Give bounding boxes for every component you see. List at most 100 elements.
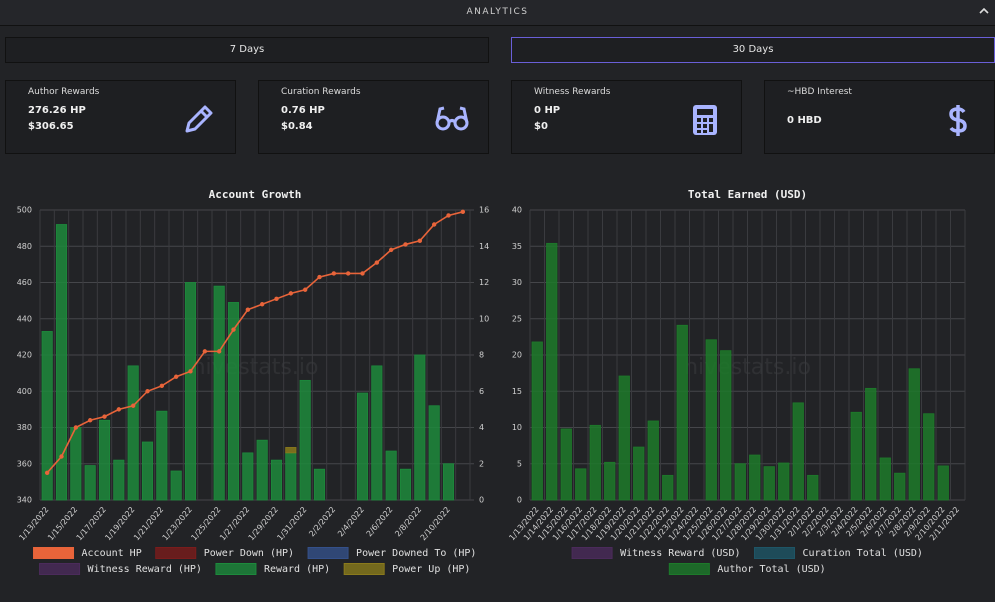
reward-card: Witness Rewards 0 HP $0: [511, 80, 742, 154]
header-bar: ANALYTICS: [0, 0, 995, 26]
legend-label: Reward (HP): [264, 564, 330, 575]
y2-tick-label: 6: [479, 387, 484, 396]
bar: [778, 462, 790, 501]
bar: [763, 466, 775, 501]
legend-label: Power Up (HP): [392, 564, 470, 575]
bar: [270, 459, 283, 501]
point: [388, 247, 394, 253]
point: [188, 369, 193, 374]
range-button[interactable]: 7 Days: [5, 37, 489, 63]
point: [360, 271, 365, 276]
card-title: Curation Rewards: [281, 87, 361, 97]
point: [173, 374, 179, 379]
bar: [647, 420, 659, 501]
collapse-icon[interactable]: [979, 7, 989, 15]
y-tick-label: 360: [17, 459, 32, 468]
bar: [705, 339, 717, 501]
bar: [371, 365, 383, 501]
point: [116, 407, 122, 412]
point: [317, 274, 322, 280]
bar: [428, 405, 440, 501]
card-title: ~HBD Interest: [787, 87, 852, 97]
y2-tick-label: 12: [479, 278, 489, 287]
y-tick-label: 0: [517, 496, 522, 505]
card-value: $0.84: [281, 121, 313, 132]
point: [245, 307, 251, 312]
point: [331, 271, 337, 276]
bar: [676, 324, 688, 501]
y-tick-label: 5: [517, 459, 522, 468]
bar: [618, 375, 630, 501]
card-icon: [949, 105, 967, 136]
y2-tick-label: 2: [479, 459, 484, 468]
bar: [575, 468, 587, 501]
y-tick-label: 35: [512, 242, 522, 251]
y-tick-label: 340: [17, 496, 32, 505]
point: [345, 271, 351, 276]
card-icon: [435, 106, 469, 131]
bar: [414, 354, 426, 501]
point: [417, 238, 423, 244]
y2-tick-label: 8: [479, 351, 484, 360]
bar: [313, 468, 326, 501]
bar: [937, 465, 949, 501]
point: [73, 425, 79, 430]
x-tick-label: 2/8/2022: [393, 505, 423, 538]
legend-label: Witness Reward (HP): [88, 564, 202, 575]
bar: [55, 224, 68, 501]
card-value: 0.76 HP: [281, 105, 325, 116]
y-tick-label: 480: [17, 242, 32, 251]
y2-tick-label: 10: [479, 314, 489, 323]
range-button[interactable]: 30 Days: [511, 37, 995, 63]
y-tick-label: 30: [512, 278, 522, 287]
card-icon: [185, 105, 213, 133]
bar: [734, 463, 746, 501]
point: [374, 260, 380, 265]
bar: [41, 331, 53, 501]
reward-card: Author Rewards 276.26 HP $306.65: [5, 80, 236, 154]
bar: [113, 459, 125, 501]
point: [159, 383, 165, 389]
bar: [633, 446, 645, 501]
card-icon: [693, 105, 717, 135]
point: [59, 454, 64, 459]
point: [431, 222, 437, 227]
bar: [807, 474, 819, 501]
bar: [98, 419, 111, 501]
y-tick-label: 500: [17, 206, 32, 215]
card-value: 276.26 HP: [28, 105, 86, 116]
bar: [127, 365, 139, 501]
legend-label: Author Total (USD): [717, 564, 825, 575]
y-tick-label: 40: [512, 206, 522, 215]
y-tick-label: 10: [512, 423, 522, 432]
legend-swatch: [343, 563, 385, 575]
bar: [894, 472, 906, 501]
legend-swatch: [215, 563, 257, 575]
x-tick-label: 2/2/2022: [307, 505, 337, 538]
point: [259, 302, 265, 307]
bar: [356, 392, 369, 501]
legend-label: Power Down (HP): [204, 548, 294, 559]
y2-tick-label: 16: [479, 206, 489, 215]
point: [274, 296, 279, 302]
y2-tick-label: 4: [479, 423, 484, 432]
bar: [531, 341, 543, 501]
x-tick-label: 2/6/2022: [365, 505, 395, 538]
point: [231, 327, 236, 332]
legend-label: Account HP: [82, 548, 142, 559]
bar: [156, 410, 168, 501]
legend-swatch: [33, 547, 75, 559]
bar: [720, 350, 732, 501]
bar: [749, 454, 761, 501]
legend-label: Curation Total (USD): [803, 548, 923, 559]
legend-swatch: [39, 563, 81, 575]
point: [145, 389, 150, 394]
legend-swatch: [155, 547, 197, 559]
point: [216, 349, 222, 354]
bar: [399, 468, 412, 501]
point: [288, 291, 294, 296]
bar: [170, 470, 182, 501]
bar: [850, 411, 862, 501]
